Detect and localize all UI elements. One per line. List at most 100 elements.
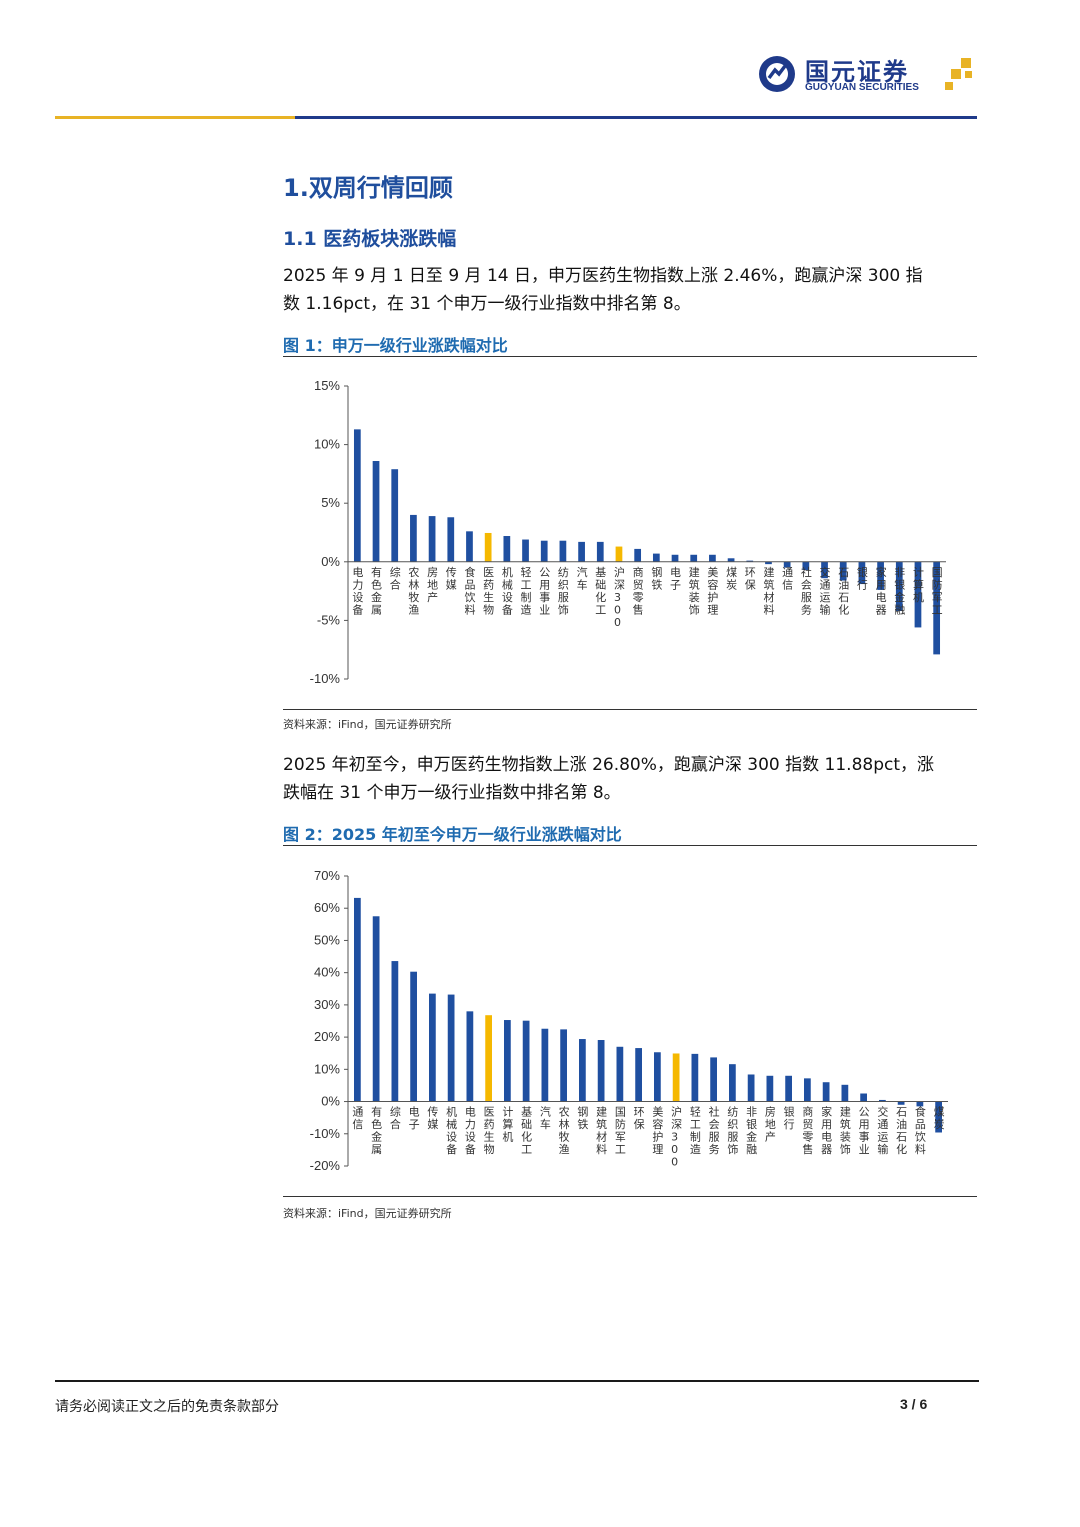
subsection-title: 1.1 医药板块涨跌幅 <box>283 228 457 250</box>
category-label: 综合 <box>390 565 401 592</box>
bar <box>504 1020 511 1102</box>
bar <box>578 541 585 562</box>
category-label: 社会服务 <box>801 565 812 617</box>
category-label: 电子 <box>409 1106 420 1132</box>
category-label: 食品饮料 <box>915 1105 926 1157</box>
category-label: 医药生物 <box>484 1106 495 1157</box>
bar <box>879 1099 886 1102</box>
category-label: 纺织服饰 <box>558 565 569 617</box>
paragraph-line: 2025 年初至今，申万医药生物指数上涨 26.80%，跑赢沪深 300 指数 … <box>283 755 935 775</box>
category-label: 食品饮料 <box>464 565 475 617</box>
bar <box>596 541 604 562</box>
category-label: 商贸零售 <box>802 1105 813 1157</box>
category-label: 机械设备 <box>502 565 513 617</box>
y-tick-label: 0% <box>321 1094 340 1109</box>
category-label: 建筑装饰 <box>689 565 700 617</box>
figure1-bottom-rule <box>283 709 977 710</box>
category-label: 轻工制造 <box>690 1105 701 1157</box>
y-tick-label: 0% <box>321 554 340 569</box>
bar <box>654 1052 661 1102</box>
bar <box>466 531 473 562</box>
header-rule-blue <box>295 116 977 119</box>
category-label: 轻工制造 <box>521 565 532 617</box>
category-label: 纺织服饰 <box>727 1105 738 1157</box>
bar <box>766 1075 774 1102</box>
bar <box>616 1046 624 1102</box>
paragraph-line: 2025 年 9 月 1 日至 9 月 14 日，申万医药生物指数上涨 2.46… <box>283 266 923 286</box>
category-label: 交通运输 <box>877 1105 888 1157</box>
bar <box>635 1048 642 1102</box>
bar <box>560 1029 567 1102</box>
category-label: 建筑材料 <box>763 565 774 617</box>
section-title: 1.双周行情回顾 <box>283 174 453 202</box>
paragraph-line: 数 1.16pct，在 31 个申万一级行业指数中排名第 8。 <box>283 294 691 314</box>
category-label: 家用电器 <box>876 565 887 617</box>
bar <box>410 971 417 1102</box>
figure2-bar-chart: 70%60%50%40%30%20%10%0%-10%-20%通信有色金属综合电… <box>310 868 948 1173</box>
category-label: 国防军工 <box>932 566 943 617</box>
bar <box>428 516 436 562</box>
category-label: 钢铁 <box>651 566 662 592</box>
y-tick-label: 50% <box>314 932 340 947</box>
header-rule-gold <box>55 116 295 119</box>
y-tick-label: 30% <box>314 997 340 1012</box>
bar <box>391 469 399 562</box>
category-label: 基础化工 <box>521 1106 532 1157</box>
category-label: 建筑装饰 <box>840 1105 851 1157</box>
bar <box>522 539 529 562</box>
y-tick-label: 60% <box>314 900 340 915</box>
category-label: 机械设备 <box>446 1105 457 1157</box>
bar <box>652 553 660 562</box>
category-label: 传媒 <box>427 1106 438 1132</box>
bar <box>690 554 698 562</box>
bar <box>372 461 380 562</box>
bar <box>429 993 436 1102</box>
bar <box>933 561 941 655</box>
brand-logo: 国元证券 GUOYUAN SECURITIES <box>757 52 979 96</box>
bar <box>354 897 361 1102</box>
bar <box>615 546 623 562</box>
category-label: 沪深 3 0 0 <box>614 565 625 629</box>
category-label: 电力设备 <box>352 566 363 617</box>
figure2-title: 图 2：2025 年初至今申万一级行业涨跌幅对比 <box>283 825 622 844</box>
y-tick-label: -20% <box>310 1158 341 1173</box>
bar <box>802 561 810 571</box>
category-label: 商贸零售 <box>633 565 644 617</box>
category-label: 煤炭 <box>726 566 737 592</box>
category-label: 沪深 3 0 0 <box>671 1105 682 1169</box>
bar <box>727 558 735 562</box>
figure1-source: 资料来源：iFind，国元证券研究所 <box>283 718 452 731</box>
category-label: 建筑材料 <box>596 1105 607 1157</box>
bar <box>783 561 791 568</box>
bar <box>353 429 361 562</box>
category-label: 房地产 <box>765 1106 776 1144</box>
bar <box>860 1093 867 1102</box>
bar <box>447 994 455 1102</box>
category-label: 银行 <box>784 1105 795 1132</box>
category-label: 电力设备 <box>465 1106 476 1157</box>
category-label: 石油石化 <box>896 1106 907 1157</box>
category-label: 医药生物 <box>483 566 494 617</box>
category-label: 石油石化 <box>838 566 849 617</box>
figure1-title: 图 1：申万一级行业涨跌幅对比 <box>283 336 508 355</box>
bar <box>746 560 754 562</box>
bar <box>785 1075 792 1102</box>
paragraph-biweekly: 2025 年 9 月 1 日至 9 月 14 日，申万医药生物指数上涨 2.46… <box>283 262 977 318</box>
bar <box>916 1101 924 1107</box>
figure2-top-rule <box>283 845 977 846</box>
bar <box>710 1057 717 1102</box>
y-tick-label: 20% <box>314 1029 340 1044</box>
figure1-top-rule <box>283 356 977 357</box>
bar <box>391 961 399 1102</box>
category-label: 非银金融 <box>746 1106 757 1157</box>
y-tick-label: 70% <box>314 868 340 883</box>
y-tick-label: -10% <box>310 671 341 686</box>
category-label: 传媒 <box>446 566 457 592</box>
bar <box>765 561 772 565</box>
bar <box>914 561 922 628</box>
bar <box>522 1020 530 1102</box>
bar <box>858 561 866 585</box>
bar <box>709 554 716 562</box>
bar <box>484 532 492 562</box>
bar <box>579 1039 586 1102</box>
